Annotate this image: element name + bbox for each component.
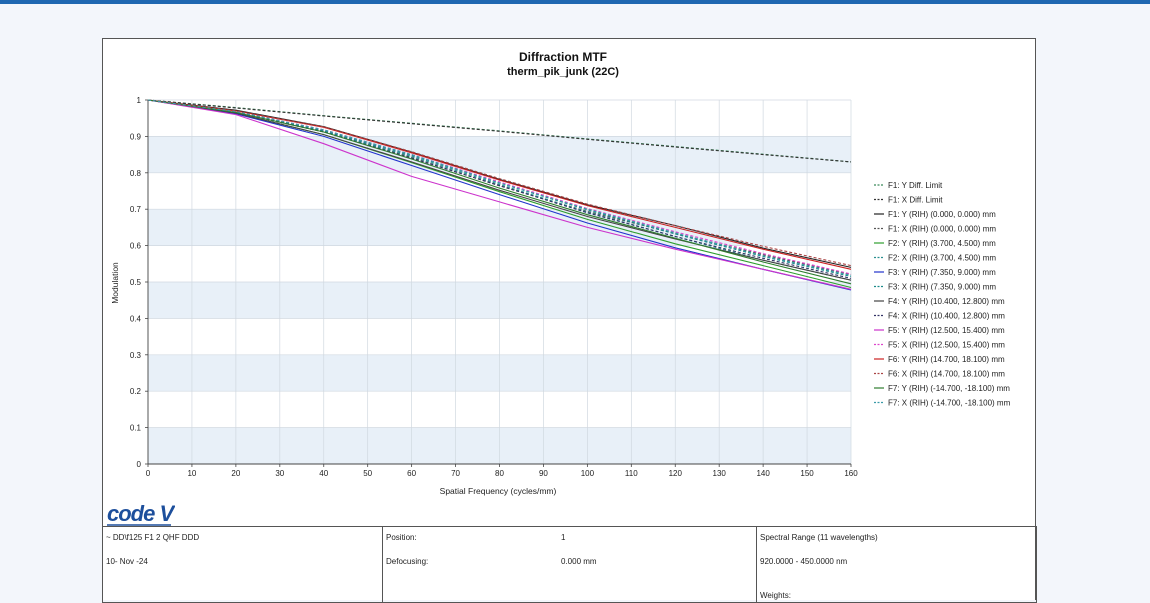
chart-subtitle: therm_pik_junk (22C) [507, 66, 619, 78]
legend-entry: F7: X (RIH) (-14.700, -18.100) mm [888, 399, 1011, 408]
defocusing-value: 0.000 mm [561, 557, 597, 566]
report-date: 10- Nov -24 [106, 557, 148, 566]
mtf-curve-13 [147, 99, 852, 270]
y-tick-label: 0.9 [130, 132, 142, 141]
mtf-curve-14 [147, 99, 852, 267]
report-page: 0 10 20 30 40 50 60 70 80 90 100 110 120 130 140 150 160… [102, 38, 1037, 603]
legend-entry: F3: X (RIH) (7.350, 9.000) mm [888, 283, 996, 292]
mtf-curve-10 [147, 99, 852, 279]
legend-entry: F1: X (RIH) (0.000, 0.000) mm [888, 225, 996, 234]
x-tick-label: 0 [146, 469, 151, 478]
y-tick-label: 0.4 [130, 314, 142, 323]
legend-entry: F2: X (RIH) (3.700, 4.500) mm [888, 254, 996, 263]
legend-entry: F6: Y (RIH) (14.700, 18.100) mm [888, 355, 1005, 364]
mtf-curve-2 [147, 99, 852, 163]
x-tick-label: 80 [495, 469, 504, 478]
chart-title: Diffraction MTF [519, 50, 607, 64]
y-tick-label: 0.1 [130, 424, 142, 433]
legend-entry: F2: Y (RIH) (3.700, 4.500) mm [888, 239, 996, 248]
y-tick-label: 0 [137, 460, 142, 469]
x-tick-label: 160 [844, 469, 858, 478]
lens-info-cell: ~ DD\f125 F1 2 QHF DDD 10- Nov -24 [102, 526, 383, 603]
y-tick-label: 0.2 [130, 387, 142, 396]
x-tick-label: 100 [581, 469, 595, 478]
y-tick-label: 1 [137, 96, 142, 105]
position-value: 1 [561, 533, 566, 542]
svg-text:code V: code V [107, 501, 175, 526]
x-axis-label: Spatial Frequency (cycles/mm) [440, 486, 557, 496]
legend-entry: F5: Y (RIH) (12.500, 15.400) mm [888, 326, 1005, 335]
x-tick-label: 130 [713, 469, 727, 478]
x-tick-label: 90 [539, 469, 548, 478]
x-tick-label: 50 [363, 469, 372, 478]
x-tick-label: 20 [231, 469, 240, 478]
info-table: ~ DD\f125 F1 2 QHF DDD 10- Nov -24 Posit… [102, 526, 1037, 603]
mtf-curve-6 [147, 99, 852, 281]
legend-entry: F5: X (RIH) (12.500, 15.400) mm [888, 341, 1005, 350]
legend-entry: F4: X (RIH) (10.400, 12.800) mm [888, 312, 1005, 321]
x-tick-label: 30 [275, 469, 284, 478]
legend-entry: F1: X Diff. Limit [888, 196, 943, 205]
legend-entry: F3: Y (RIH) (7.350, 9.000) mm [888, 268, 996, 277]
spectral-cell: Spectral Range (11 wavelengths) 920.0000… [756, 526, 1037, 603]
legend-entry: F1: Y (RIH) (0.000, 0.000) mm [888, 210, 996, 219]
legend-entry: F4: Y (RIH) (10.400, 12.800) mm [888, 297, 1005, 306]
position-cell: Position: 1 Defocusing: 0.000 mm [382, 526, 757, 603]
x-tick-label: 70 [451, 469, 460, 478]
x-tick-label: 40 [319, 469, 328, 478]
mtf-chart: 0 10 20 30 40 50 60 70 80 90 100 110 120 130 140 150 160… [110, 50, 1011, 496]
y-tick-label: 0.8 [130, 169, 142, 178]
top-accent-bar [0, 0, 1150, 4]
wavelength-range: 920.0000 - 450.0000 nm [760, 557, 848, 566]
y-tick-label: 0.5 [130, 278, 142, 287]
legend-entry: F7: Y (RIH) (-14.700, -18.100) mm [888, 384, 1010, 393]
defocusing-label: Defocusing: [386, 557, 429, 566]
x-tick-label: 140 [756, 469, 770, 478]
mtf-curve-9 [147, 99, 852, 281]
mtf-curve-12 [147, 99, 852, 275]
x-tick-label: 60 [407, 469, 416, 478]
x-tick-label: 10 [187, 469, 196, 478]
code-v-logo: code V [107, 501, 175, 526]
mtf-curve-15 [147, 99, 852, 285]
y-tick-label: 0.3 [130, 351, 142, 360]
x-tick-label: 110 [625, 469, 638, 478]
mtf-curve-3 [147, 99, 852, 268]
y-axis-label: Modulation [110, 262, 120, 304]
y-tick-label: 0.6 [130, 242, 142, 251]
x-tick-label: 120 [669, 469, 683, 478]
mtf-curve-16 [147, 99, 852, 276]
x-tick-label: 150 [800, 469, 814, 478]
position-label: Position: [386, 533, 417, 542]
y-tick-label: 0.7 [130, 205, 142, 214]
weights-label: Weights: [760, 591, 791, 600]
lens-name: ~ DD\f125 F1 2 QHF DDD [106, 533, 200, 542]
legend-entry: F6: X (RIH) (14.700, 18.100) mm [888, 370, 1005, 379]
mtf-curve-11 [147, 99, 852, 290]
legend-entry: F1: Y Diff. Limit [888, 181, 943, 190]
spectral-range: Spectral Range (11 wavelengths) [760, 533, 878, 542]
